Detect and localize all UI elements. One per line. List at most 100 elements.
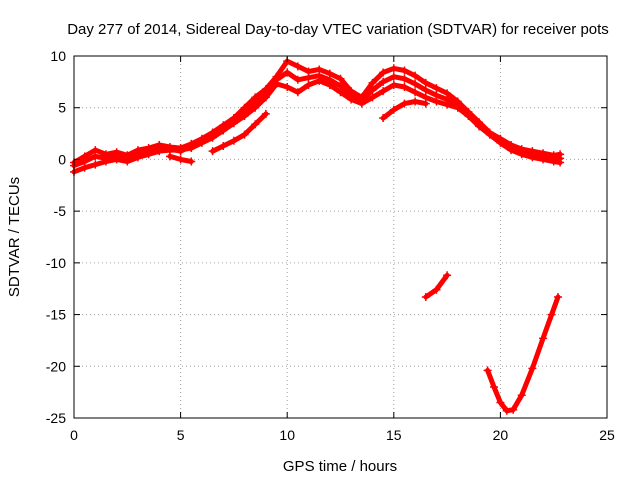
- data-point: [432, 91, 441, 100]
- y-tick-label: -20: [46, 358, 66, 374]
- data-point: [283, 68, 292, 77]
- data-point: [187, 157, 196, 166]
- x-tick-label: 10: [279, 427, 295, 443]
- data-point: [219, 124, 228, 133]
- data-point: [197, 136, 206, 145]
- series-trace-short-c: [379, 97, 430, 123]
- data-point: [379, 68, 388, 77]
- data-point: [421, 86, 430, 95]
- y-tick-label: -25: [46, 410, 66, 426]
- data-point: [251, 120, 260, 129]
- data-point: [123, 154, 132, 163]
- data-point: [229, 117, 238, 126]
- data-point: [251, 98, 260, 107]
- data-point: [272, 75, 281, 84]
- data-point: [208, 130, 217, 139]
- data-point: [240, 107, 249, 116]
- x-tick-label: 20: [493, 427, 509, 443]
- data-point: [496, 136, 505, 145]
- data-point: [509, 405, 518, 414]
- data-point: [112, 151, 121, 160]
- series-trace-segment-mid: [421, 271, 452, 301]
- data-point: [261, 89, 270, 98]
- data-point: [496, 398, 505, 407]
- data-point: [556, 154, 565, 163]
- y-tick-label: -5: [54, 203, 67, 219]
- y-tick-label: 5: [58, 100, 66, 116]
- data-point: [176, 155, 185, 164]
- data-point: [325, 75, 334, 84]
- tick-layer: 0 5 10 15 20 25 10 5 0 -5 -10 -15 -20 -25: [46, 48, 615, 443]
- data-point: [176, 147, 185, 156]
- data-point: [240, 130, 249, 139]
- data-point: [389, 64, 398, 73]
- data-point: [507, 144, 516, 153]
- data-point: [400, 99, 409, 108]
- data-point: [432, 84, 441, 93]
- y-tick-label: 10: [50, 48, 66, 64]
- data-point: [91, 160, 100, 169]
- series-layer: [70, 57, 565, 415]
- data-point: [304, 80, 313, 89]
- plot-frame: [73, 55, 608, 419]
- data-point: [379, 87, 388, 96]
- data-point: [293, 62, 302, 71]
- data-point: [80, 157, 89, 166]
- series-line: [485, 294, 561, 414]
- data-point: [400, 66, 409, 75]
- data-point: [400, 74, 409, 83]
- y-tick-label: -15: [46, 307, 66, 323]
- data-point: [389, 80, 398, 89]
- data-point: [283, 83, 292, 92]
- data-point: [91, 152, 100, 161]
- series-trace-short-a: [165, 152, 196, 166]
- data-point: [155, 144, 164, 153]
- data-point: [293, 75, 302, 84]
- data-point: [464, 109, 473, 118]
- data-point: [165, 145, 174, 154]
- x-tick-label: 25: [599, 427, 615, 443]
- series-trace-dip: [483, 292, 562, 415]
- x-tick-label: 15: [386, 427, 402, 443]
- data-point: [411, 79, 420, 88]
- data-point: [528, 364, 537, 373]
- y-axis-label: SDTVAR / TECUs: [6, 177, 23, 297]
- data-point: [411, 97, 420, 106]
- data-point: [421, 292, 430, 301]
- data-point: [208, 147, 217, 156]
- data-point: [379, 114, 388, 123]
- x-axis-label: GPS time / hours: [283, 458, 397, 475]
- data-point: [101, 154, 110, 163]
- series-line: [210, 111, 269, 154]
- data-point: [187, 141, 196, 150]
- data-point: [502, 406, 511, 415]
- data-point: [490, 382, 499, 391]
- data-point: [517, 391, 526, 400]
- data-point: [261, 109, 270, 118]
- data-point: [336, 81, 345, 90]
- x-tick-label: 5: [177, 427, 185, 443]
- chart-title: Day 277 of 2014, Sidereal Day-to-day VTE…: [67, 21, 609, 38]
- x-tick-label: 0: [70, 427, 78, 443]
- data-point: [389, 105, 398, 114]
- series-trace-short-b: [208, 109, 270, 156]
- data-point: [229, 136, 238, 145]
- data-point: [411, 88, 420, 97]
- data-point: [379, 77, 388, 86]
- series-trace-upper-c: [70, 68, 565, 170]
- data-point: [547, 310, 556, 319]
- data-point: [144, 147, 153, 156]
- data-point: [539, 152, 548, 161]
- data-point: [443, 95, 452, 104]
- y-tick-label: -10: [46, 255, 66, 271]
- data-point: [165, 152, 174, 161]
- data-point: [485, 129, 494, 138]
- data-point: [443, 271, 452, 280]
- series-trace-upper-b: [70, 76, 565, 176]
- y-tick-label: 0: [58, 151, 66, 167]
- data-point: [357, 96, 366, 105]
- data-point: [475, 120, 484, 129]
- data-point: [411, 71, 420, 80]
- data-point: [421, 78, 430, 87]
